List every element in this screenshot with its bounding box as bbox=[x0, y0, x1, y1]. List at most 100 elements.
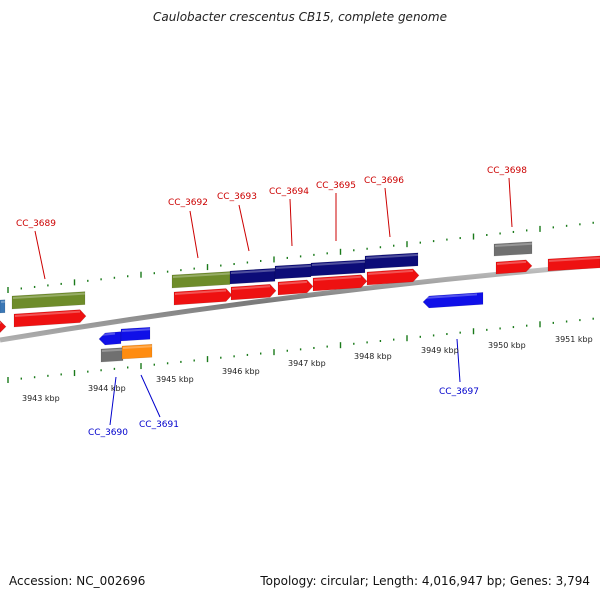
lower-tick bbox=[406, 335, 408, 342]
upper-tick bbox=[512, 230, 515, 233]
gene-cc3696[interactable] bbox=[366, 268, 420, 286]
gene-cc3695-track[interactable] bbox=[310, 259, 366, 277]
gene-cc3690[interactable] bbox=[98, 331, 122, 346]
lower-tick bbox=[366, 341, 368, 344]
lower-tick bbox=[220, 356, 222, 359]
upper-tick bbox=[299, 255, 302, 258]
gene-label-cc3691[interactable]: CC_3691 bbox=[139, 420, 179, 430]
gene-label-cc3698[interactable]: CC_3698 bbox=[487, 166, 527, 176]
tick-label-3946: 3946 kbp bbox=[222, 367, 260, 376]
lower-tick bbox=[552, 321, 554, 324]
gene-cc3695-track-shine bbox=[312, 260, 365, 266]
gene-cc3697-shine bbox=[424, 293, 477, 299]
gene-label-cc3692[interactable]: CC_3692 bbox=[168, 198, 208, 208]
gene-cc3693[interactable] bbox=[230, 283, 277, 301]
leader-cc3689 bbox=[34, 230, 46, 280]
lower-tick bbox=[313, 346, 315, 349]
gene-red-edge[interactable] bbox=[0, 320, 7, 333]
upper-tick bbox=[313, 253, 315, 256]
gene-label-cc3697[interactable]: CC_3697 bbox=[439, 387, 479, 397]
gene-cc3698-track[interactable] bbox=[493, 241, 533, 257]
upper-tick bbox=[459, 237, 461, 240]
gene-cc3690b-shine bbox=[122, 328, 150, 332]
gene-label-cc3690[interactable]: CC_3690 bbox=[88, 428, 128, 438]
gene-cc3698[interactable] bbox=[495, 259, 533, 275]
lower-tick bbox=[286, 349, 288, 352]
gene-label-cc3689[interactable]: CC_3689 bbox=[16, 219, 56, 229]
upper-tick bbox=[246, 261, 249, 264]
gene-cc3692[interactable] bbox=[173, 288, 233, 306]
lower-tick bbox=[486, 328, 488, 331]
gene-cc3693-shine bbox=[232, 285, 270, 290]
tick-label-3948: 3948 kbp bbox=[354, 352, 392, 361]
coordinate-tick-labels: 3943 kbp 3944 kbp 3945 kbp 3946 kbp 3947… bbox=[22, 335, 593, 403]
gene-cc3697[interactable] bbox=[422, 292, 484, 309]
upper-tick bbox=[339, 248, 342, 255]
lower-tick bbox=[180, 360, 182, 363]
upper-tick bbox=[406, 241, 408, 248]
gene-label-cc3695[interactable]: CC_3695 bbox=[316, 181, 356, 191]
upper-tick bbox=[379, 246, 382, 249]
gene-cc3692-track[interactable] bbox=[171, 271, 231, 289]
leader-cc3692 bbox=[189, 210, 199, 259]
upper-tick-row bbox=[7, 221, 594, 293]
gene-cc3698-shine bbox=[497, 260, 526, 265]
gene-cc3690b[interactable] bbox=[120, 326, 151, 342]
tick-label-3945: 3945 kbp bbox=[156, 375, 194, 384]
gene-cc3689-track[interactable] bbox=[11, 291, 86, 310]
lower-tick bbox=[73, 370, 76, 377]
lower-tick bbox=[206, 356, 209, 363]
gene-cc3694-shine bbox=[279, 280, 307, 285]
lower-tick bbox=[33, 376, 36, 379]
gene-cc3691-track[interactable] bbox=[121, 343, 153, 360]
upper-tick bbox=[20, 287, 22, 290]
lower-tick bbox=[87, 370, 89, 373]
lower-tick bbox=[127, 366, 129, 369]
gene-right-edge[interactable] bbox=[547, 255, 600, 272]
gene-cc3689[interactable] bbox=[13, 309, 87, 328]
lower-tick bbox=[7, 377, 9, 383]
lower-tick bbox=[419, 335, 421, 338]
lower-tick bbox=[326, 345, 328, 348]
gene-cc3698-track-shine bbox=[495, 242, 532, 247]
upper-tick bbox=[127, 275, 129, 278]
upper-tick bbox=[180, 269, 182, 272]
lower-tick bbox=[565, 320, 568, 323]
genome-title: Caulobacter crescentus CB15, complete ge… bbox=[153, 10, 447, 24]
gene-cc3692-track-shine bbox=[173, 272, 230, 278]
lower-tick bbox=[446, 333, 448, 336]
lower-tick bbox=[100, 369, 102, 372]
lower-tick bbox=[233, 355, 235, 358]
leader-cc3691 bbox=[140, 374, 161, 418]
gene-blue-edge[interactable] bbox=[0, 299, 6, 314]
lower-tick bbox=[113, 367, 116, 370]
gene-cc3694[interactable] bbox=[277, 279, 314, 296]
gene-cc3694-track[interactable] bbox=[274, 263, 312, 280]
tick-label-3944: 3944 kbp bbox=[88, 384, 126, 393]
lower-tick bbox=[299, 348, 302, 351]
lower-tick bbox=[193, 359, 195, 362]
upper-tick bbox=[7, 287, 9, 293]
upper-tick bbox=[539, 225, 541, 232]
gene-cc3690-track[interactable] bbox=[100, 347, 124, 363]
topology-text: Topology: circular; Length: 4,016,947 bp… bbox=[260, 574, 590, 588]
gene-cc3693-track[interactable] bbox=[229, 267, 276, 285]
gene-cc3696-track[interactable] bbox=[364, 252, 419, 270]
gene-label-cc3693[interactable]: CC_3693 bbox=[217, 192, 257, 202]
leader-cc3697 bbox=[456, 338, 461, 383]
gene-blue-edge-shine bbox=[1, 300, 5, 303]
lower-tick bbox=[260, 352, 262, 355]
gene-cc3695[interactable] bbox=[312, 274, 368, 292]
tick-label-3943: 3943 kbp bbox=[22, 394, 60, 403]
gene-label-cc3694[interactable]: CC_3694 bbox=[269, 187, 309, 197]
upper-tick bbox=[113, 276, 116, 279]
leader-cc3696 bbox=[384, 187, 391, 238]
lower-tick bbox=[472, 328, 475, 335]
leader-cc3698 bbox=[508, 177, 513, 228]
upper-tick bbox=[273, 256, 275, 263]
lower-tick bbox=[432, 334, 435, 337]
gene-label-cc3696[interactable]: CC_3696 bbox=[364, 176, 404, 186]
label-leader-lines bbox=[34, 177, 513, 426]
upper-tick bbox=[73, 279, 76, 286]
